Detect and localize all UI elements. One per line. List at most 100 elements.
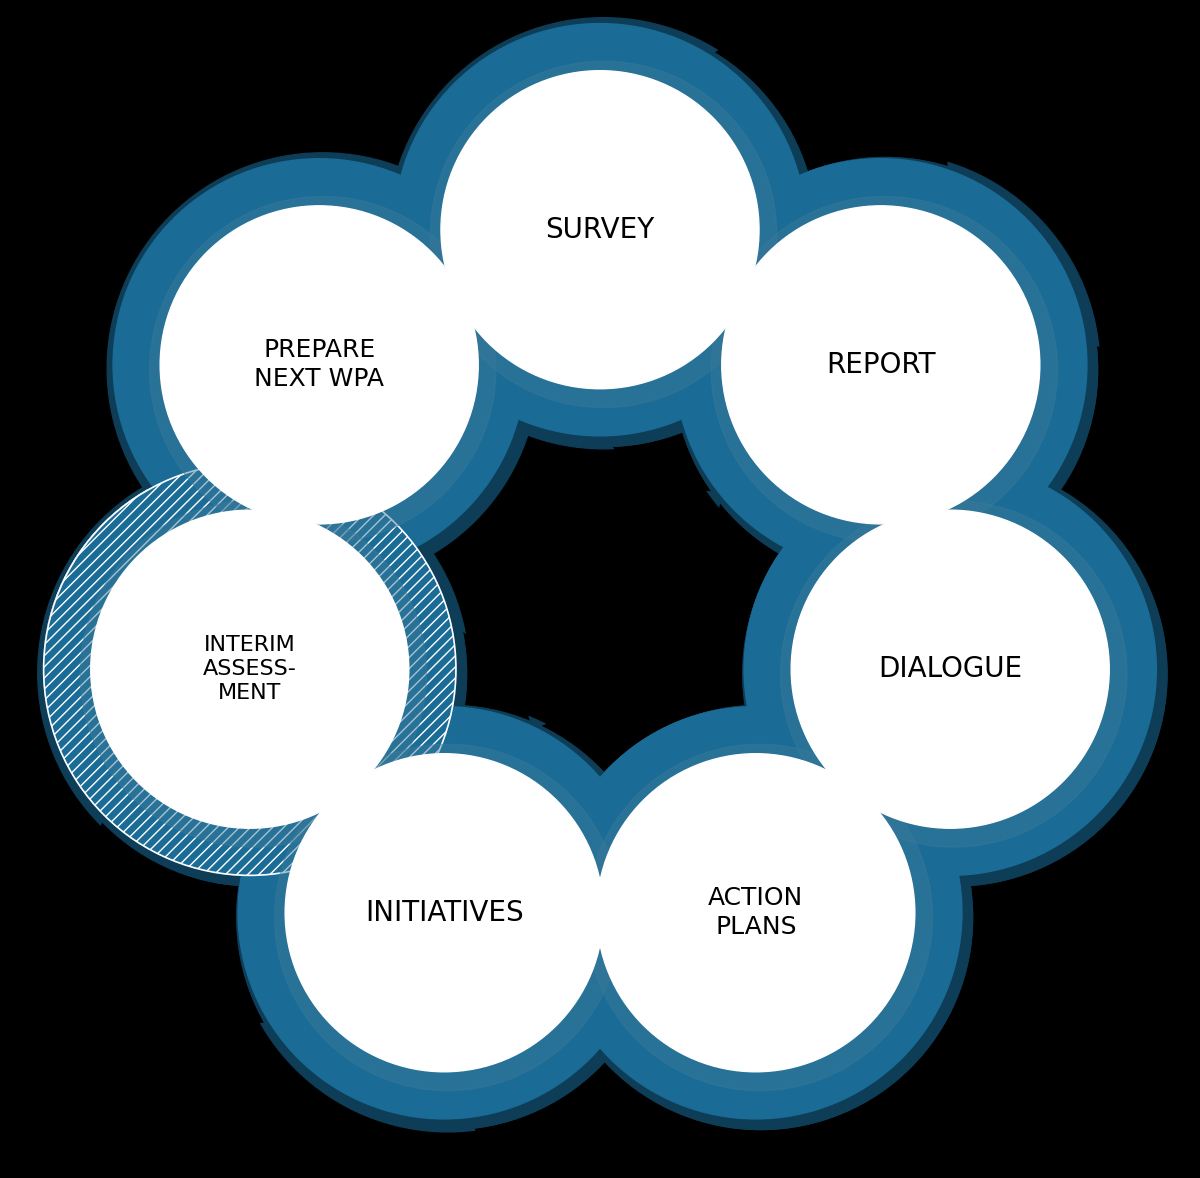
Circle shape xyxy=(596,754,914,1072)
Circle shape xyxy=(43,463,456,875)
Circle shape xyxy=(238,707,650,1119)
Circle shape xyxy=(588,746,930,1087)
Circle shape xyxy=(394,24,806,436)
Circle shape xyxy=(238,707,650,1119)
Circle shape xyxy=(440,71,760,389)
Circle shape xyxy=(572,688,862,977)
Circle shape xyxy=(433,62,774,404)
Circle shape xyxy=(277,746,618,1087)
Circle shape xyxy=(238,707,650,1119)
Circle shape xyxy=(91,736,379,1025)
Text: REPORT: REPORT xyxy=(826,351,936,379)
Circle shape xyxy=(150,197,496,543)
Circle shape xyxy=(738,457,1169,888)
Circle shape xyxy=(112,158,536,582)
Circle shape xyxy=(43,463,456,875)
Circle shape xyxy=(245,613,534,901)
Circle shape xyxy=(152,198,493,540)
Circle shape xyxy=(712,197,1057,543)
Circle shape xyxy=(744,463,1157,875)
Circle shape xyxy=(673,158,1098,582)
Text: DIALOGUE: DIALOGUE xyxy=(878,655,1022,683)
Circle shape xyxy=(160,206,479,524)
Circle shape xyxy=(791,510,1109,828)
Circle shape xyxy=(666,613,955,901)
Circle shape xyxy=(911,340,1200,629)
Circle shape xyxy=(275,744,620,1091)
Circle shape xyxy=(91,510,409,828)
Text: INTERIM
ASSESS-
MENT: INTERIM ASSESS- MENT xyxy=(203,635,296,703)
Circle shape xyxy=(721,206,1040,524)
Circle shape xyxy=(107,153,539,584)
Circle shape xyxy=(43,463,456,875)
Circle shape xyxy=(550,707,962,1119)
Text: DIALOGUE: DIALOGUE xyxy=(878,655,1022,683)
Circle shape xyxy=(394,24,806,436)
Circle shape xyxy=(743,462,1166,886)
Circle shape xyxy=(719,385,1007,674)
Text: INITIATIVES: INITIATIVES xyxy=(365,899,523,927)
Circle shape xyxy=(113,159,526,571)
Circle shape xyxy=(83,502,424,843)
Circle shape xyxy=(791,510,1109,828)
Circle shape xyxy=(91,510,409,828)
Circle shape xyxy=(548,706,972,1130)
Circle shape xyxy=(392,22,817,446)
Circle shape xyxy=(236,706,661,1130)
Text: INTERIM
ASSESS-
MENT: INTERIM ASSESS- MENT xyxy=(203,635,296,703)
Circle shape xyxy=(456,912,744,1178)
Circle shape xyxy=(113,159,526,571)
Circle shape xyxy=(431,61,776,408)
Circle shape xyxy=(43,463,456,875)
Circle shape xyxy=(43,463,456,875)
Circle shape xyxy=(286,754,604,1072)
Circle shape xyxy=(706,638,1056,988)
Circle shape xyxy=(586,744,932,1091)
Circle shape xyxy=(236,706,661,1130)
Circle shape xyxy=(719,504,1007,793)
Circle shape xyxy=(232,701,664,1132)
Text: PREPARE
NEXT WPA: PREPARE NEXT WPA xyxy=(254,338,384,391)
Circle shape xyxy=(440,71,760,389)
Circle shape xyxy=(160,206,479,524)
Text: REPORT: REPORT xyxy=(826,351,936,379)
Circle shape xyxy=(42,462,467,886)
Circle shape xyxy=(721,206,1040,524)
Circle shape xyxy=(775,494,1126,845)
Circle shape xyxy=(388,18,820,449)
Circle shape xyxy=(659,24,947,312)
Circle shape xyxy=(572,201,862,490)
Circle shape xyxy=(674,159,1087,571)
Circle shape xyxy=(674,159,1087,571)
Circle shape xyxy=(744,463,1157,875)
Text: INITIATIVES: INITIATIVES xyxy=(365,899,523,927)
Circle shape xyxy=(43,463,456,875)
Text: ACTION
PLANS: ACTION PLANS xyxy=(708,886,804,939)
Circle shape xyxy=(425,773,775,1124)
Circle shape xyxy=(743,462,1166,886)
Text: SURVEY: SURVEY xyxy=(545,216,655,244)
Circle shape xyxy=(37,457,469,888)
Circle shape xyxy=(581,90,931,441)
Circle shape xyxy=(780,501,1127,847)
Circle shape xyxy=(782,502,1124,843)
Circle shape xyxy=(659,866,947,1154)
Circle shape xyxy=(113,159,526,571)
Circle shape xyxy=(673,158,1098,582)
Circle shape xyxy=(911,549,1200,838)
Circle shape xyxy=(714,198,1055,540)
Circle shape xyxy=(674,159,1087,571)
Text: SURVEY: SURVEY xyxy=(545,216,655,244)
Circle shape xyxy=(144,638,494,988)
Circle shape xyxy=(42,462,467,886)
Circle shape xyxy=(112,158,536,582)
Circle shape xyxy=(668,153,1100,584)
Circle shape xyxy=(394,24,806,436)
Text: PREPARE
NEXT WPA: PREPARE NEXT WPA xyxy=(254,338,384,391)
Circle shape xyxy=(821,736,1109,1025)
Circle shape xyxy=(596,754,914,1072)
Circle shape xyxy=(550,707,962,1119)
Circle shape xyxy=(744,463,1157,875)
Circle shape xyxy=(456,714,744,1002)
Circle shape xyxy=(550,707,962,1119)
